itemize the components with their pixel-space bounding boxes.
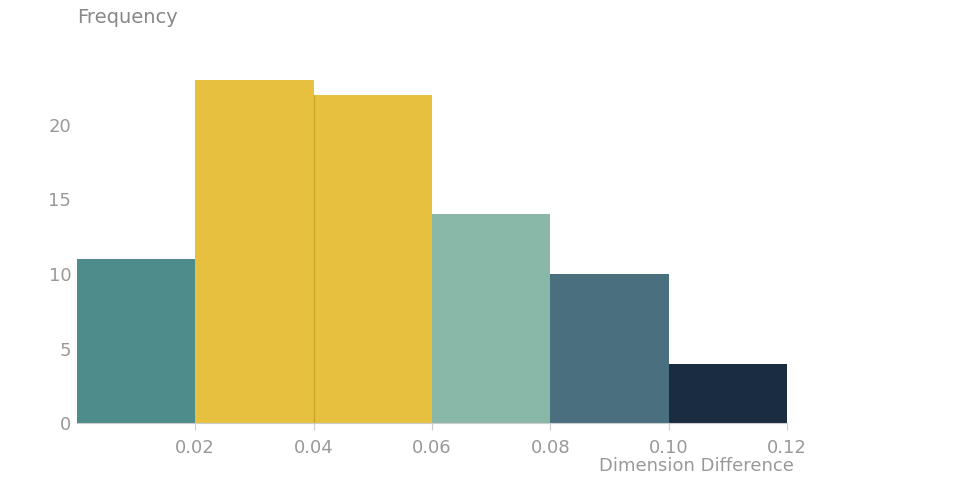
Bar — [432, 214, 550, 423]
Bar — [669, 364, 787, 423]
Bar — [314, 95, 432, 423]
Text: Dimension Difference: Dimension Difference — [599, 457, 794, 475]
Text: Frequency: Frequency — [77, 8, 178, 27]
Bar — [77, 259, 195, 423]
Bar — [195, 80, 314, 423]
Bar — [550, 274, 669, 423]
